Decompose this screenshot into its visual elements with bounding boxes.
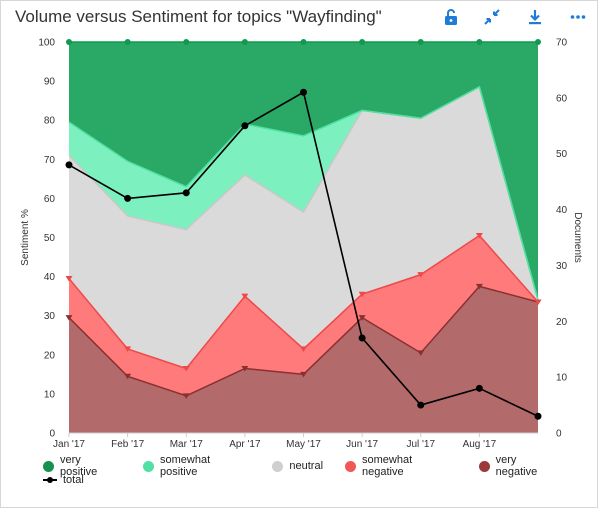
x-tick-label: Feb '17 (111, 439, 144, 450)
y-tick-label: 20 (44, 350, 56, 361)
area-very-positive (69, 42, 538, 301)
download-icon[interactable] (523, 5, 547, 29)
point-very-positive (535, 39, 541, 45)
legend-item-somewhat-negative[interactable]: somewhat negative (345, 454, 457, 478)
y-tick-label: 40 (44, 272, 56, 283)
point-very-negative (475, 283, 483, 290)
legend-swatch (43, 460, 54, 472)
legend-label: very positive (59, 454, 98, 478)
area-somewhat-positive (69, 86, 538, 301)
point-somewhat-negative (358, 291, 366, 298)
y2-tick-label: 60 (556, 93, 568, 104)
point-very-positive (241, 39, 248, 45)
point-very-positive (476, 39, 483, 45)
legend-swatch (345, 460, 357, 472)
point-very-positive (66, 39, 72, 45)
y-axis-title: Sentiment % (20, 209, 31, 266)
page-title: Volume versus Sentiment for topics "Wayf… (15, 7, 382, 26)
legend-label: somewhat positive (160, 454, 211, 478)
point-very-positive (300, 39, 307, 45)
point-somewhat-negative (241, 293, 249, 300)
point-somewhat-negative (475, 233, 483, 239)
x-tick-label: Jun '17 (346, 439, 378, 450)
point-total (65, 161, 73, 169)
point-somewhat-negative (534, 299, 542, 306)
point-very-negative (417, 350, 425, 356)
collapse-icon[interactable] (480, 5, 504, 29)
legend-item-somewhat-positive[interactable]: somewhat positive (143, 454, 250, 478)
point-somewhat-negative (182, 365, 190, 372)
y-tick-label: 0 (49, 429, 55, 440)
point-very-negative (358, 315, 366, 321)
y-tick-label: 70 (44, 155, 56, 166)
point-very-positive (183, 39, 190, 45)
legend-item-very-positive[interactable]: very positive (43, 454, 121, 478)
y-tick-label: 90 (44, 77, 56, 88)
point-very-positive (359, 39, 366, 45)
legend-label: somewhat negative (362, 454, 413, 478)
y-tick-label: 60 (44, 194, 56, 205)
line-somewhat-positive (68, 85, 539, 301)
x-tick-label: May '17 (286, 439, 321, 450)
point-very-negative (241, 365, 249, 372)
point-very-negative (182, 393, 190, 399)
y2-tick-label: 40 (556, 205, 568, 216)
x-tick-label: Jan '17 (53, 439, 85, 450)
point-very-negative (300, 371, 307, 378)
y-tick-label: 30 (44, 311, 56, 322)
y-tick-label: 100 (38, 38, 55, 49)
y2-tick-label: 0 (556, 429, 562, 440)
y-tick-label: 10 (44, 389, 56, 400)
legend-swatch (272, 460, 284, 472)
y-tick-label: 50 (44, 233, 56, 244)
y2-tick-label: 10 (556, 373, 568, 384)
point-very-positive (417, 39, 424, 45)
point-somewhat-negative (417, 272, 425, 278)
legend-item-very-negative[interactable]: very negative (478, 454, 561, 478)
legend-swatch (43, 477, 57, 483)
point-total (358, 334, 366, 342)
point-somewhat-negative (300, 346, 307, 352)
legend-label: total (63, 474, 84, 486)
y2-tick-label: 20 (556, 317, 568, 328)
point-very-negative (65, 315, 73, 321)
unlock-icon[interactable] (439, 5, 463, 29)
point-total (534, 412, 542, 420)
y-tick-label: 80 (44, 116, 56, 127)
point-total (417, 401, 425, 409)
more-icon[interactable] (566, 5, 590, 29)
x-tick-label: Aug '17 (463, 439, 497, 450)
point-very-positive (124, 39, 131, 45)
point-total (241, 122, 249, 130)
x-tick-label: Jul '17 (406, 439, 435, 450)
point-somewhat-negative (65, 276, 73, 282)
legend-item-total[interactable]: total (43, 474, 84, 486)
point-somewhat-negative (124, 346, 132, 352)
legend-swatch (143, 460, 155, 472)
point-total (475, 384, 483, 392)
legend-label: very negative (495, 454, 538, 478)
y2-tick-label: 30 (556, 261, 568, 272)
y2-tick-label: 70 (556, 38, 568, 49)
point-total (182, 189, 190, 197)
point-total (300, 88, 307, 96)
legend-item-neutral[interactable]: neutral (272, 460, 323, 472)
legend: very positive somewhat positive neutral … (43, 454, 583, 487)
y2-tick-label: 50 (556, 149, 568, 160)
x-tick-label: Apr '17 (229, 439, 261, 450)
x-tick-label: Mar '17 (170, 439, 203, 450)
legend-label: neutral (289, 460, 324, 472)
point-total (124, 194, 132, 202)
area-neutral (69, 86, 538, 369)
legend-swatch (478, 460, 490, 472)
point-very-negative (124, 373, 132, 380)
y2-axis-title: Documents (572, 212, 583, 263)
